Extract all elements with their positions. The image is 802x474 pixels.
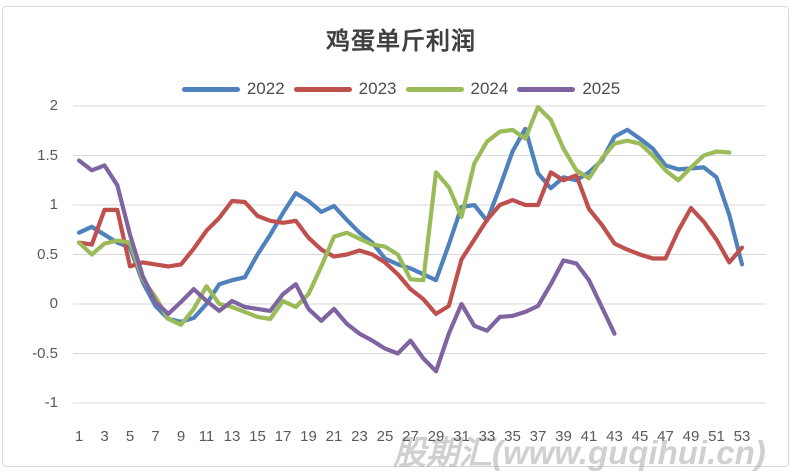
x-axis-label-1: 1	[74, 428, 84, 445]
legend-item-2023: 2023	[293, 79, 397, 99]
x-axis-label-37: 37	[529, 428, 547, 445]
y-axis-label-2: 2	[49, 97, 58, 114]
x-axis-label-41: 41	[580, 428, 598, 445]
y-axis-label--0.5: -0.5	[32, 344, 58, 362]
legend-swatch-icon-2022	[181, 86, 240, 92]
x-axis-label-39: 39	[555, 428, 572, 445]
y-axis-label--1: -1	[44, 394, 58, 411]
chart-title: 鸡蛋单斤利润	[326, 28, 476, 55]
x-axis-label-15: 15	[249, 428, 266, 445]
x-axis-label-7: 7	[151, 428, 160, 445]
legend-item-2024: 2024	[405, 79, 509, 99]
x-axis-label-13: 13	[223, 428, 241, 445]
series-line-2025	[76, 158, 617, 374]
legend-swatch-icon-2023	[293, 86, 352, 92]
legend-item-2022: 2022	[181, 79, 285, 99]
x-axis-label-17: 17	[274, 428, 292, 445]
x-axis-label-49: 49	[682, 428, 700, 445]
legend-item-2025: 2025	[517, 79, 620, 99]
legend-swatch-icon-2024	[405, 86, 464, 92]
y-axis-label-1: 1	[49, 196, 58, 213]
chart-legend: 2022 2023 2024 2025	[0, 79, 802, 99]
x-axis-label-33: 33	[478, 428, 496, 445]
y-axis-label-0: 0	[49, 295, 58, 312]
x-axis-label-5: 5	[125, 428, 135, 445]
series-line-2024	[76, 104, 732, 327]
x-axis-label-51: 51	[708, 428, 725, 445]
x-axis-label-23: 23	[351, 428, 368, 445]
x-axis-label-31: 31	[453, 428, 470, 445]
x-axis-label-47: 47	[657, 428, 674, 445]
x-axis-label-25: 25	[376, 428, 394, 445]
chart-frame	[2, 6, 789, 467]
x-axis-label-35: 35	[504, 428, 521, 445]
series-line-2023	[76, 170, 745, 316]
x-axis-label-27: 27	[402, 428, 419, 445]
x-axis-label-9: 9	[176, 428, 186, 445]
x-axis-label-29: 29	[427, 428, 445, 445]
y-axis-label-0.5: 0.5	[37, 245, 58, 263]
legend-label-2025: 2025	[582, 79, 621, 98]
x-axis-label-53: 53	[733, 428, 751, 445]
legend-label-2022: 2022	[246, 79, 285, 98]
y-axis-label-1.5: 1.5	[37, 146, 58, 164]
legend-label-2024: 2024	[470, 79, 509, 98]
x-axis-label-11: 11	[198, 428, 215, 445]
x-axis-label-43: 43	[606, 428, 623, 445]
legend-label-2023: 2023	[358, 79, 397, 98]
series-line-2022	[76, 126, 745, 324]
watermark: 股期汇(www.guqihui.cn)	[393, 434, 766, 471]
legend-swatch-icon-2025	[517, 86, 576, 92]
x-axis-label-45: 45	[631, 428, 649, 445]
x-axis-label-21: 21	[325, 428, 343, 445]
x-axis-label-3: 3	[100, 428, 109, 445]
x-axis-label-19: 19	[300, 428, 317, 445]
